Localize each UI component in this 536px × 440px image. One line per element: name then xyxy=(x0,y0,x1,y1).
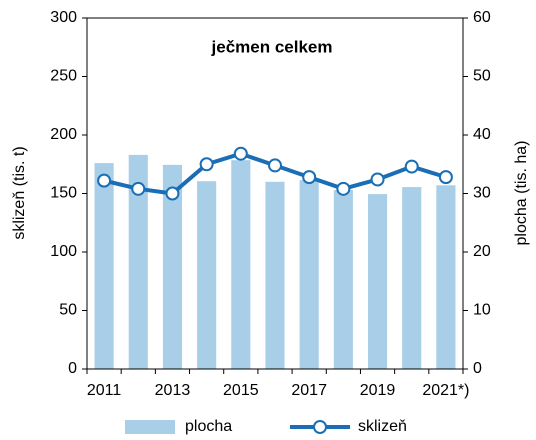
y-tick-label: 0 xyxy=(68,360,77,377)
legend-marker xyxy=(313,420,327,434)
bar xyxy=(197,181,217,369)
y-tick-label: 200 xyxy=(50,126,77,143)
bar xyxy=(299,180,319,369)
marker xyxy=(268,158,282,173)
x-tick-label: 2013 xyxy=(155,382,191,399)
y2-tick-label: 10 xyxy=(473,302,491,319)
plot-frame xyxy=(86,17,464,370)
y2-tick-label: 50 xyxy=(473,68,491,85)
y2-axis-label: plocha (tis. ha) xyxy=(513,141,530,246)
legend-label: plocha xyxy=(185,418,232,435)
y-tick-label: 100 xyxy=(50,243,77,260)
bar xyxy=(367,194,388,369)
marker xyxy=(370,172,385,187)
y-tick-label: 250 xyxy=(50,68,77,85)
bar xyxy=(231,160,251,369)
y2-tick-label: 0 xyxy=(473,360,482,377)
x-tick-label: 2019 xyxy=(360,382,396,399)
x-tick-label: 2011 xyxy=(87,382,122,399)
marker xyxy=(336,181,351,196)
y-tick-label: 50 xyxy=(59,302,77,319)
bar xyxy=(94,163,114,369)
bar xyxy=(128,154,148,369)
bar xyxy=(162,164,183,369)
y2-tick-label: 60 xyxy=(473,9,491,26)
x-tick-label: 2021*) xyxy=(422,382,469,399)
marker xyxy=(131,181,146,196)
y-tick-label: 150 xyxy=(50,185,77,202)
marker xyxy=(302,170,317,185)
marker xyxy=(199,157,214,172)
bar xyxy=(265,181,285,369)
bar xyxy=(436,185,456,369)
y2-tick-label: 30 xyxy=(473,185,491,202)
y2-tick-label: 20 xyxy=(473,243,491,260)
legend-swatch xyxy=(125,420,175,434)
y2-tick-label: 40 xyxy=(473,126,491,143)
bar xyxy=(402,187,422,369)
marker xyxy=(438,170,453,185)
marker xyxy=(233,146,248,161)
bar xyxy=(333,189,353,369)
x-tick-label: 2017 xyxy=(291,382,327,399)
y-axis-label: sklizeň (tis. t) xyxy=(11,146,28,239)
marker xyxy=(404,159,419,174)
marker xyxy=(165,186,180,201)
x-tick-label: 2015 xyxy=(223,382,259,399)
marker xyxy=(97,173,112,188)
chart-title: ječmen celkem xyxy=(211,37,333,56)
legend-label: sklizeň xyxy=(358,418,407,435)
y-tick-label: 300 xyxy=(50,9,77,26)
